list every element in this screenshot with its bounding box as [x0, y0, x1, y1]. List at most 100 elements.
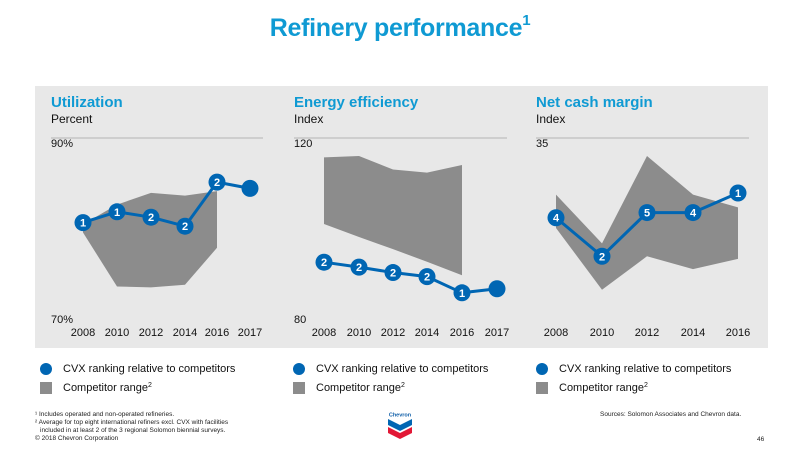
cvx-data-point	[142, 208, 160, 226]
y-tick-label-bottom: 80	[294, 314, 306, 326]
cvx-data-point	[74, 214, 92, 232]
legend-range-text: Competitor range2	[559, 380, 648, 396]
legend-cvx-energy: CVX ranking relative to competitors	[293, 361, 513, 377]
legend-range-margin: Competitor range2	[536, 380, 756, 396]
legend-cvx-margin: CVX ranking relative to competitors	[536, 361, 756, 377]
chart-unit-label: Index	[294, 112, 323, 126]
logo-wordmark: Chevron	[389, 413, 412, 419]
cvx-rank-label: 2	[424, 272, 430, 284]
x-tick-label: 2014	[415, 327, 439, 339]
legend-cvx-label: CVX ranking relative to competitors	[316, 363, 489, 375]
cvx-rank-label: 1	[114, 207, 120, 219]
legend-range-energy: Competitor range2	[293, 380, 513, 396]
chart-title: Energy efficiency	[294, 94, 419, 111]
range-swatch-icon	[40, 382, 52, 394]
chart-title: Net cash margin	[536, 94, 653, 111]
page-number: 46	[757, 436, 765, 443]
legend-cvx-utilization: CVX ranking relative to competitors	[40, 361, 260, 377]
chart-unit-label: Index	[536, 112, 565, 126]
x-tick-label: 2017	[238, 327, 262, 339]
x-tick-label: 2012	[139, 327, 163, 339]
legend-range-sup: 2	[644, 382, 648, 389]
cvx-rank-label: 1	[735, 188, 741, 200]
x-tick-label: 2010	[347, 327, 371, 339]
y-tick-label-top: 120	[294, 138, 312, 150]
cvx-data-point	[638, 204, 656, 222]
cvx-marker-icon	[40, 363, 52, 375]
footnote-2-cont: included in at least 2 of the 3 regional…	[40, 427, 226, 434]
x-tick-label: 2012	[381, 327, 405, 339]
competitor-range-area	[83, 191, 217, 288]
cvx-data-point	[418, 268, 436, 286]
competitor-range-area	[556, 156, 738, 290]
cvx-data-point	[488, 280, 506, 298]
range-swatch-icon	[536, 382, 548, 394]
y-tick-label-top: 90%	[51, 138, 73, 150]
competitor-range-area	[324, 156, 462, 276]
slide-title-text: Refinery performance	[269, 14, 523, 42]
x-tick-label: 2010	[105, 327, 129, 339]
legend-range-sup: 2	[148, 382, 152, 389]
cvx-rank-label: 2	[148, 212, 154, 224]
legend-cvx-label: CVX ranking relative to competitors	[63, 363, 236, 375]
cvx-ranking-line	[323, 260, 498, 295]
cvx-rank-label: 2	[356, 262, 362, 274]
slide-title: Refinery performance1	[0, 12, 800, 43]
cvx-data-point	[350, 258, 368, 276]
x-tick-label: 2008	[312, 327, 336, 339]
cvx-data-point	[315, 253, 333, 271]
chevron-logo: Chevron	[385, 411, 415, 439]
legend-range-sup: 2	[401, 382, 405, 389]
cvx-marker-icon	[536, 363, 548, 375]
cvx-data-point	[593, 247, 611, 265]
legend-range-label: Competitor range	[559, 382, 644, 394]
chart-title: Utilization	[51, 94, 123, 111]
cvx-rank-label: 4	[553, 213, 560, 225]
cvx-rank-label: 2	[599, 251, 605, 263]
legend-range-label: Competitor range	[316, 382, 401, 394]
cvx-data-point	[241, 179, 259, 197]
x-tick-label: 2012	[635, 327, 659, 339]
legend-range-text: Competitor range2	[63, 380, 152, 396]
cvx-rank-label: 2	[321, 257, 327, 269]
x-tick-label: 2017	[485, 327, 509, 339]
cvx-rank-label: 5	[644, 208, 650, 220]
legend-cvx-label: CVX ranking relative to competitors	[559, 363, 732, 375]
x-tick-label: 2016	[450, 327, 474, 339]
chart-unit-label: Percent	[51, 112, 93, 126]
slide-title-footnote-ref: 1	[522, 12, 531, 29]
x-tick-label: 2014	[681, 327, 705, 339]
cvx-data-point	[453, 284, 471, 302]
sources-note: Sources: Solomon Associates and Chevron …	[600, 411, 742, 418]
y-tick-label-bottom: 70%	[51, 314, 73, 326]
cvx-rank-label: 4	[690, 208, 697, 220]
cvx-data-point	[108, 203, 126, 221]
cvx-data-point	[208, 173, 226, 191]
x-tick-label: 2008	[544, 327, 568, 339]
x-tick-label: 2014	[173, 327, 197, 339]
footnote-2: ² Average for top eight international re…	[35, 419, 229, 426]
cvx-rank-label: 2	[390, 268, 396, 280]
cvx-data-point	[684, 204, 702, 222]
cvx-data-point	[547, 209, 565, 227]
cvx-marker-icon	[293, 363, 305, 375]
footnote-1: ¹ Includes operated and non-operated ref…	[35, 411, 175, 418]
range-swatch-icon	[293, 382, 305, 394]
cvx-rank-label: 1	[80, 218, 86, 230]
legend-range-utilization: Competitor range2	[40, 380, 260, 396]
cvx-data-point	[176, 217, 194, 235]
copyright: © 2018 Chevron Corporation	[35, 435, 119, 442]
x-tick-label: 2008	[71, 327, 95, 339]
legend-range-text: Competitor range2	[316, 380, 405, 396]
cvx-data-point	[384, 264, 402, 282]
cvx-rank-label: 2	[182, 221, 188, 233]
y-tick-label-top: 35	[536, 138, 548, 150]
cvx-data-point	[729, 184, 747, 202]
x-tick-label: 2016	[726, 327, 750, 339]
x-tick-label: 2010	[590, 327, 614, 339]
cvx-rank-label: 2	[214, 177, 220, 189]
cvx-rank-label: 1	[459, 288, 465, 300]
